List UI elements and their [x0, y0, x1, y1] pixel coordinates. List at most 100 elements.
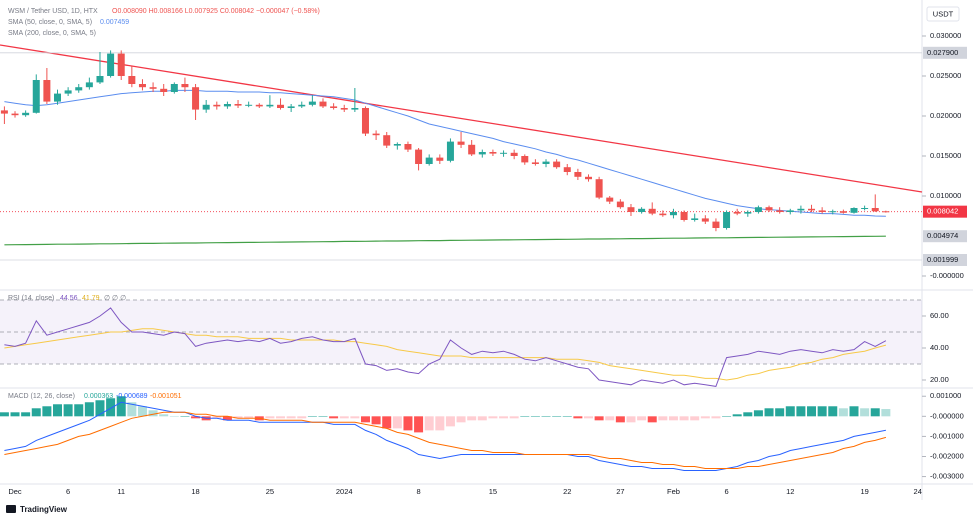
candle-body — [298, 104, 306, 107]
histogram-bar — [10, 412, 20, 417]
histogram-bar — [169, 416, 179, 417]
histogram-bar — [445, 416, 455, 427]
candle-body — [425, 157, 433, 164]
candle-body — [361, 108, 369, 134]
currency[interactable]: USDT — [933, 9, 954, 18]
candle-body — [531, 162, 539, 164]
histogram-bar — [488, 416, 498, 419]
candle-body — [563, 167, 571, 172]
histogram-bar — [191, 416, 201, 419]
histogram-bar — [552, 416, 562, 417]
histogram-bar — [382, 416, 392, 429]
histogram-bar — [95, 400, 105, 417]
marks: 0.030000 0.025000 0.020000 0.015000 0.010000… — [0, 31, 967, 496]
candle-body — [43, 80, 51, 102]
x-tick-label: Dec — [8, 487, 22, 496]
candle-body — [574, 172, 582, 177]
candle-body — [839, 211, 847, 213]
candle-body — [510, 152, 518, 156]
candle-body — [340, 108, 348, 110]
candle-body — [255, 104, 263, 107]
candle-body — [107, 53, 115, 76]
candle-body — [330, 106, 338, 108]
histogram-bar — [435, 416, 445, 431]
histogram-bar — [584, 416, 593, 419]
histogram-bar — [541, 416, 551, 417]
rsi-title: RSI (14, close) — [8, 295, 54, 302]
y-tick-label: -0.000000 — [930, 411, 964, 420]
candle-body — [11, 113, 19, 116]
histogram-bar — [297, 416, 307, 419]
price-label-box — [923, 230, 967, 243]
candle-body — [160, 88, 168, 92]
candle-body — [606, 197, 614, 202]
histogram-bar — [244, 416, 254, 419]
histogram-bar — [562, 416, 572, 417]
candle-body — [266, 104, 274, 107]
candle-body — [85, 82, 93, 88]
histogram-bar — [499, 416, 509, 419]
candle-body — [54, 93, 61, 102]
histogram-bar — [743, 412, 753, 417]
y-tick-label: 0.001000 — [930, 391, 961, 400]
x-tick-label: 18 — [191, 487, 199, 496]
x-tick-label: 8 — [416, 487, 420, 496]
candle-body — [223, 104, 231, 107]
histogram-bar — [127, 402, 137, 417]
histogram-bar — [21, 412, 31, 417]
candle-body — [404, 144, 412, 150]
candle-body — [436, 157, 444, 161]
candle-body — [553, 161, 561, 168]
candle-body — [723, 212, 731, 228]
candle-body — [234, 104, 242, 106]
histogram-bar — [276, 416, 286, 419]
candle-body — [138, 84, 146, 88]
x-tick-label: 2024 — [336, 487, 353, 496]
price-label: 0.004974 — [927, 231, 958, 240]
histogram-bar — [679, 416, 689, 421]
candle-body — [733, 212, 741, 214]
x-tick-label: 6 — [66, 487, 70, 496]
histogram-bar — [626, 416, 636, 423]
candle-body — [128, 76, 136, 84]
y-tick-label: -0.002000 — [930, 451, 964, 460]
rsi-ma-value: 41.79 — [82, 295, 100, 302]
candle-body — [595, 179, 603, 198]
series-line — [4, 328, 887, 381]
y-tick-label: 0.020000 — [930, 111, 961, 120]
trend-line — [0, 44, 923, 193]
footer-brand[interactable]: TradingView — [20, 505, 68, 514]
price-label: 0.008042 — [927, 207, 958, 216]
candle-body — [882, 211, 890, 213]
x-tick-label: 24 — [914, 487, 922, 496]
histogram-bar — [159, 414, 169, 417]
histogram-bar — [31, 408, 41, 417]
candle-body — [64, 90, 72, 94]
currency-box[interactable] — [926, 6, 960, 22]
candle-body — [871, 208, 879, 212]
histogram-bar — [605, 416, 615, 421]
macd-title: MACD (12, 26, close) — [8, 393, 75, 400]
candle-body — [22, 112, 30, 116]
histogram-bar — [84, 402, 94, 417]
histogram-bar — [753, 410, 763, 417]
candle-body — [478, 152, 486, 155]
histogram-bar — [530, 416, 540, 417]
sma200-legend: SMA (200, close, 0, SMA, 5) — [8, 30, 96, 37]
histogram-bar — [212, 416, 222, 419]
ohlc-values: O0.008090 H0.008166 L0.007925 C0.008042 … — [112, 8, 320, 15]
histogram-bar — [732, 414, 742, 417]
histogram-bar — [711, 416, 721, 419]
candle-body — [192, 87, 200, 110]
candle-body — [202, 104, 210, 110]
y-tick-label: 60.00 — [930, 311, 949, 320]
x-tick-label: 19 — [860, 487, 868, 496]
histogram-bar — [148, 410, 158, 417]
candle-body — [850, 208, 858, 213]
candle-body — [245, 104, 253, 106]
histogram-bar — [573, 416, 583, 419]
candle-body — [75, 87, 83, 91]
macd-value: -0.000689 — [116, 393, 148, 400]
candle-body — [542, 161, 550, 164]
candle-body — [754, 207, 762, 212]
